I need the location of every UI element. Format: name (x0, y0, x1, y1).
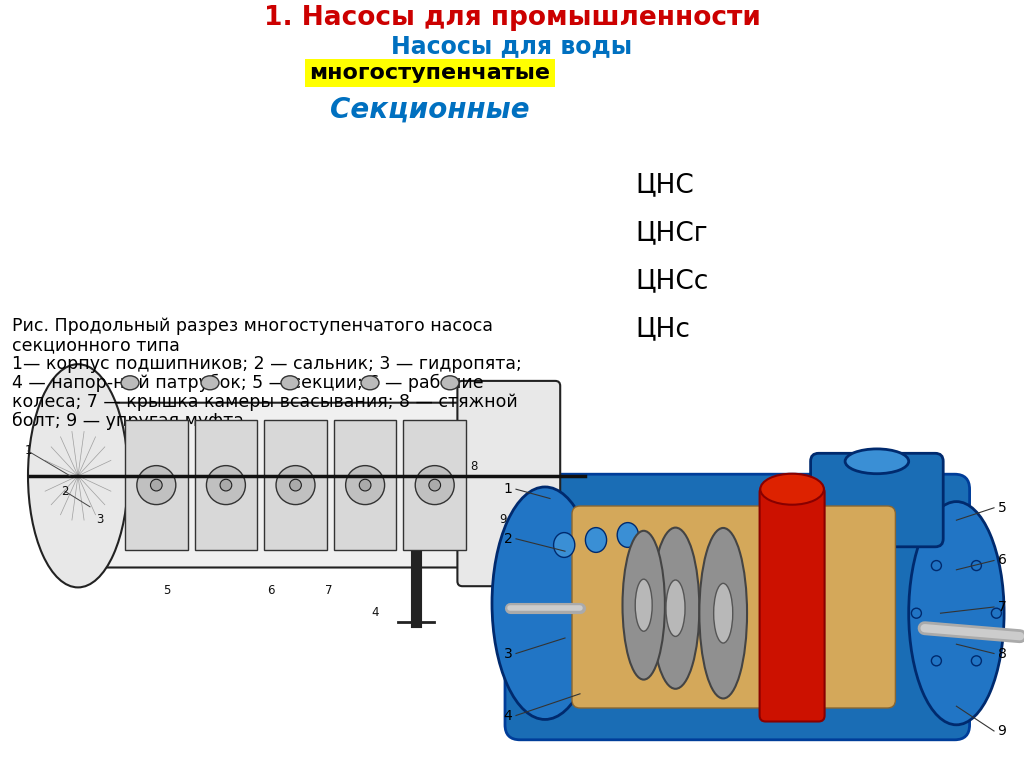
Ellipse shape (554, 532, 574, 558)
Bar (125, 420, 187, 550)
Bar (334, 420, 396, 550)
Circle shape (972, 656, 981, 666)
Ellipse shape (281, 376, 299, 390)
Text: 6: 6 (267, 584, 274, 597)
Text: 7: 7 (997, 600, 1007, 614)
Circle shape (276, 466, 315, 505)
Ellipse shape (586, 528, 606, 552)
Text: колеса; 7 — крышка камеры всасывания; 8 — стяжной: колеса; 7 — крышка камеры всасывания; 8 … (12, 393, 518, 411)
Text: 5: 5 (163, 584, 170, 597)
Ellipse shape (361, 376, 379, 390)
Text: 2: 2 (504, 532, 512, 546)
Text: 2: 2 (61, 485, 69, 498)
Text: 1. Насосы для промышленности: 1. Насосы для промышленности (263, 5, 761, 31)
Circle shape (991, 608, 1001, 618)
Text: 9: 9 (997, 724, 1007, 738)
Text: Рис. Продольный разрез многоступенчатого насоса: Рис. Продольный разрез многоступенчатого… (12, 317, 493, 335)
Circle shape (207, 466, 246, 505)
Ellipse shape (441, 376, 459, 390)
Bar (195, 420, 257, 550)
Text: 1— корпус подшипников; 2 — сальник; 3 — гидропята;: 1— корпус подшипников; 2 — сальник; 3 — … (12, 355, 522, 373)
Circle shape (911, 608, 922, 618)
Text: 4 — напор-ный патрубок; 5 — секции; 6 — рабочие: 4 — напор-ный патрубок; 5 — секции; 6 — … (12, 374, 483, 392)
Ellipse shape (492, 487, 598, 719)
Circle shape (290, 479, 301, 491)
Text: Секционные: Секционные (330, 96, 529, 124)
Text: 3: 3 (504, 647, 512, 660)
Ellipse shape (121, 376, 139, 390)
Text: 6: 6 (997, 554, 1007, 568)
Bar (403, 420, 466, 550)
Text: секционного типа: секционного типа (12, 336, 180, 354)
Text: 4: 4 (372, 606, 379, 619)
FancyBboxPatch shape (458, 381, 560, 586)
FancyBboxPatch shape (57, 403, 490, 568)
Circle shape (932, 561, 941, 571)
Circle shape (220, 479, 231, 491)
Ellipse shape (617, 522, 638, 548)
Circle shape (416, 466, 455, 505)
Ellipse shape (28, 364, 128, 588)
Circle shape (932, 656, 941, 666)
Circle shape (972, 561, 981, 571)
Text: 5: 5 (997, 501, 1007, 515)
Ellipse shape (201, 376, 219, 390)
Text: болт; 9 — упругая муфта: болт; 9 — упругая муфта (12, 412, 244, 430)
Ellipse shape (845, 449, 908, 474)
Bar (490, 452, 1020, 762)
Circle shape (346, 466, 385, 505)
Text: 1: 1 (504, 482, 512, 496)
Text: Насосы для воды: Насосы для воды (391, 34, 633, 58)
Text: 4: 4 (504, 709, 512, 723)
Text: 1: 1 (25, 445, 32, 457)
Circle shape (429, 479, 440, 491)
Text: ЦНСс: ЦНСс (635, 268, 709, 294)
Ellipse shape (908, 502, 1005, 725)
Bar (10, 327, 590, 637)
FancyBboxPatch shape (760, 486, 824, 722)
Text: ЦНС: ЦНС (635, 172, 693, 198)
FancyBboxPatch shape (811, 453, 943, 547)
Text: 8: 8 (997, 647, 1007, 660)
Text: 3: 3 (96, 512, 103, 525)
FancyBboxPatch shape (505, 474, 970, 740)
Text: 7: 7 (326, 584, 333, 597)
Text: ЦНСг: ЦНСг (635, 220, 708, 246)
Ellipse shape (623, 531, 665, 680)
Ellipse shape (651, 528, 699, 689)
Text: 8: 8 (470, 460, 477, 473)
Text: многоступенчатые: многоступенчатые (309, 63, 551, 83)
Ellipse shape (714, 584, 733, 643)
Bar (264, 420, 327, 550)
FancyBboxPatch shape (572, 506, 895, 708)
Ellipse shape (635, 579, 652, 631)
Text: ЦНс: ЦНс (635, 316, 690, 342)
Circle shape (151, 479, 162, 491)
Text: 9: 9 (500, 512, 507, 525)
Ellipse shape (666, 580, 685, 637)
Ellipse shape (699, 528, 748, 699)
Ellipse shape (760, 474, 824, 505)
Circle shape (359, 479, 371, 491)
Circle shape (137, 466, 176, 505)
